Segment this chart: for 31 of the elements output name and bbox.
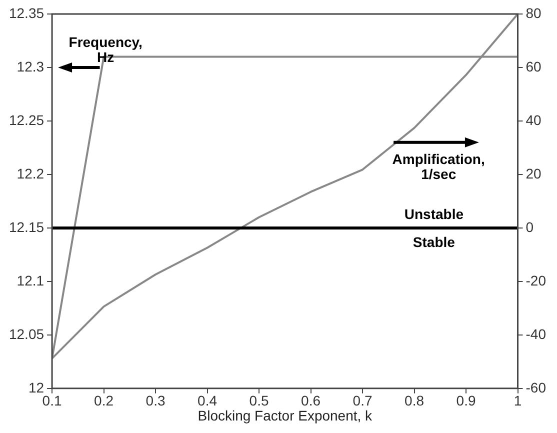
y2-tick-label: 80 (526, 4, 542, 21)
x-tick-label: 1 (514, 392, 522, 409)
x-tick-label: 0.6 (301, 392, 321, 409)
x-tick-label: 0.8 (404, 392, 424, 409)
x-tick-label: 0.1 (42, 392, 62, 409)
x-axis-title: Blocking Factor Exponent, k (198, 407, 374, 424)
y2-tick-label: 40 (526, 112, 542, 128)
y2-tick-label: 60 (526, 58, 542, 74)
x-tick-label: 0.7 (352, 392, 372, 409)
ref-line-label: Unstable (404, 206, 464, 222)
x-tick-label: 0.4 (198, 392, 218, 409)
y2-tick-label: 0 (526, 218, 534, 235)
annotation: Frequency, Hz (68, 34, 142, 65)
x-tick-label: 0.3 (146, 392, 166, 409)
y-tick-label: 12.3 (16, 58, 44, 74)
y-tick-label: 12.35 (8, 4, 44, 21)
x-tick-label: 0.9 (456, 392, 476, 409)
y2-tick-label: -40 (526, 326, 546, 342)
y-tick-label: 12.05 (8, 326, 44, 342)
annotation: Stable (412, 234, 456, 250)
y-tick-label: 12.2 (16, 165, 44, 182)
y-tick-label: 12 (28, 379, 44, 396)
y2-tick-label: 20 (526, 165, 542, 182)
annotation: Amplification, 1/sec (392, 150, 485, 182)
y-tick-label: 12.15 (8, 218, 44, 235)
y-tick-label: 12.25 (8, 112, 44, 128)
y-tick-label: 12.1 (16, 272, 44, 288)
y2-tick-label: -60 (526, 379, 546, 396)
y2-tick-label: -20 (526, 272, 546, 288)
x-tick-label: 0.5 (249, 392, 269, 409)
x-tick-label: 0.2 (94, 392, 114, 409)
